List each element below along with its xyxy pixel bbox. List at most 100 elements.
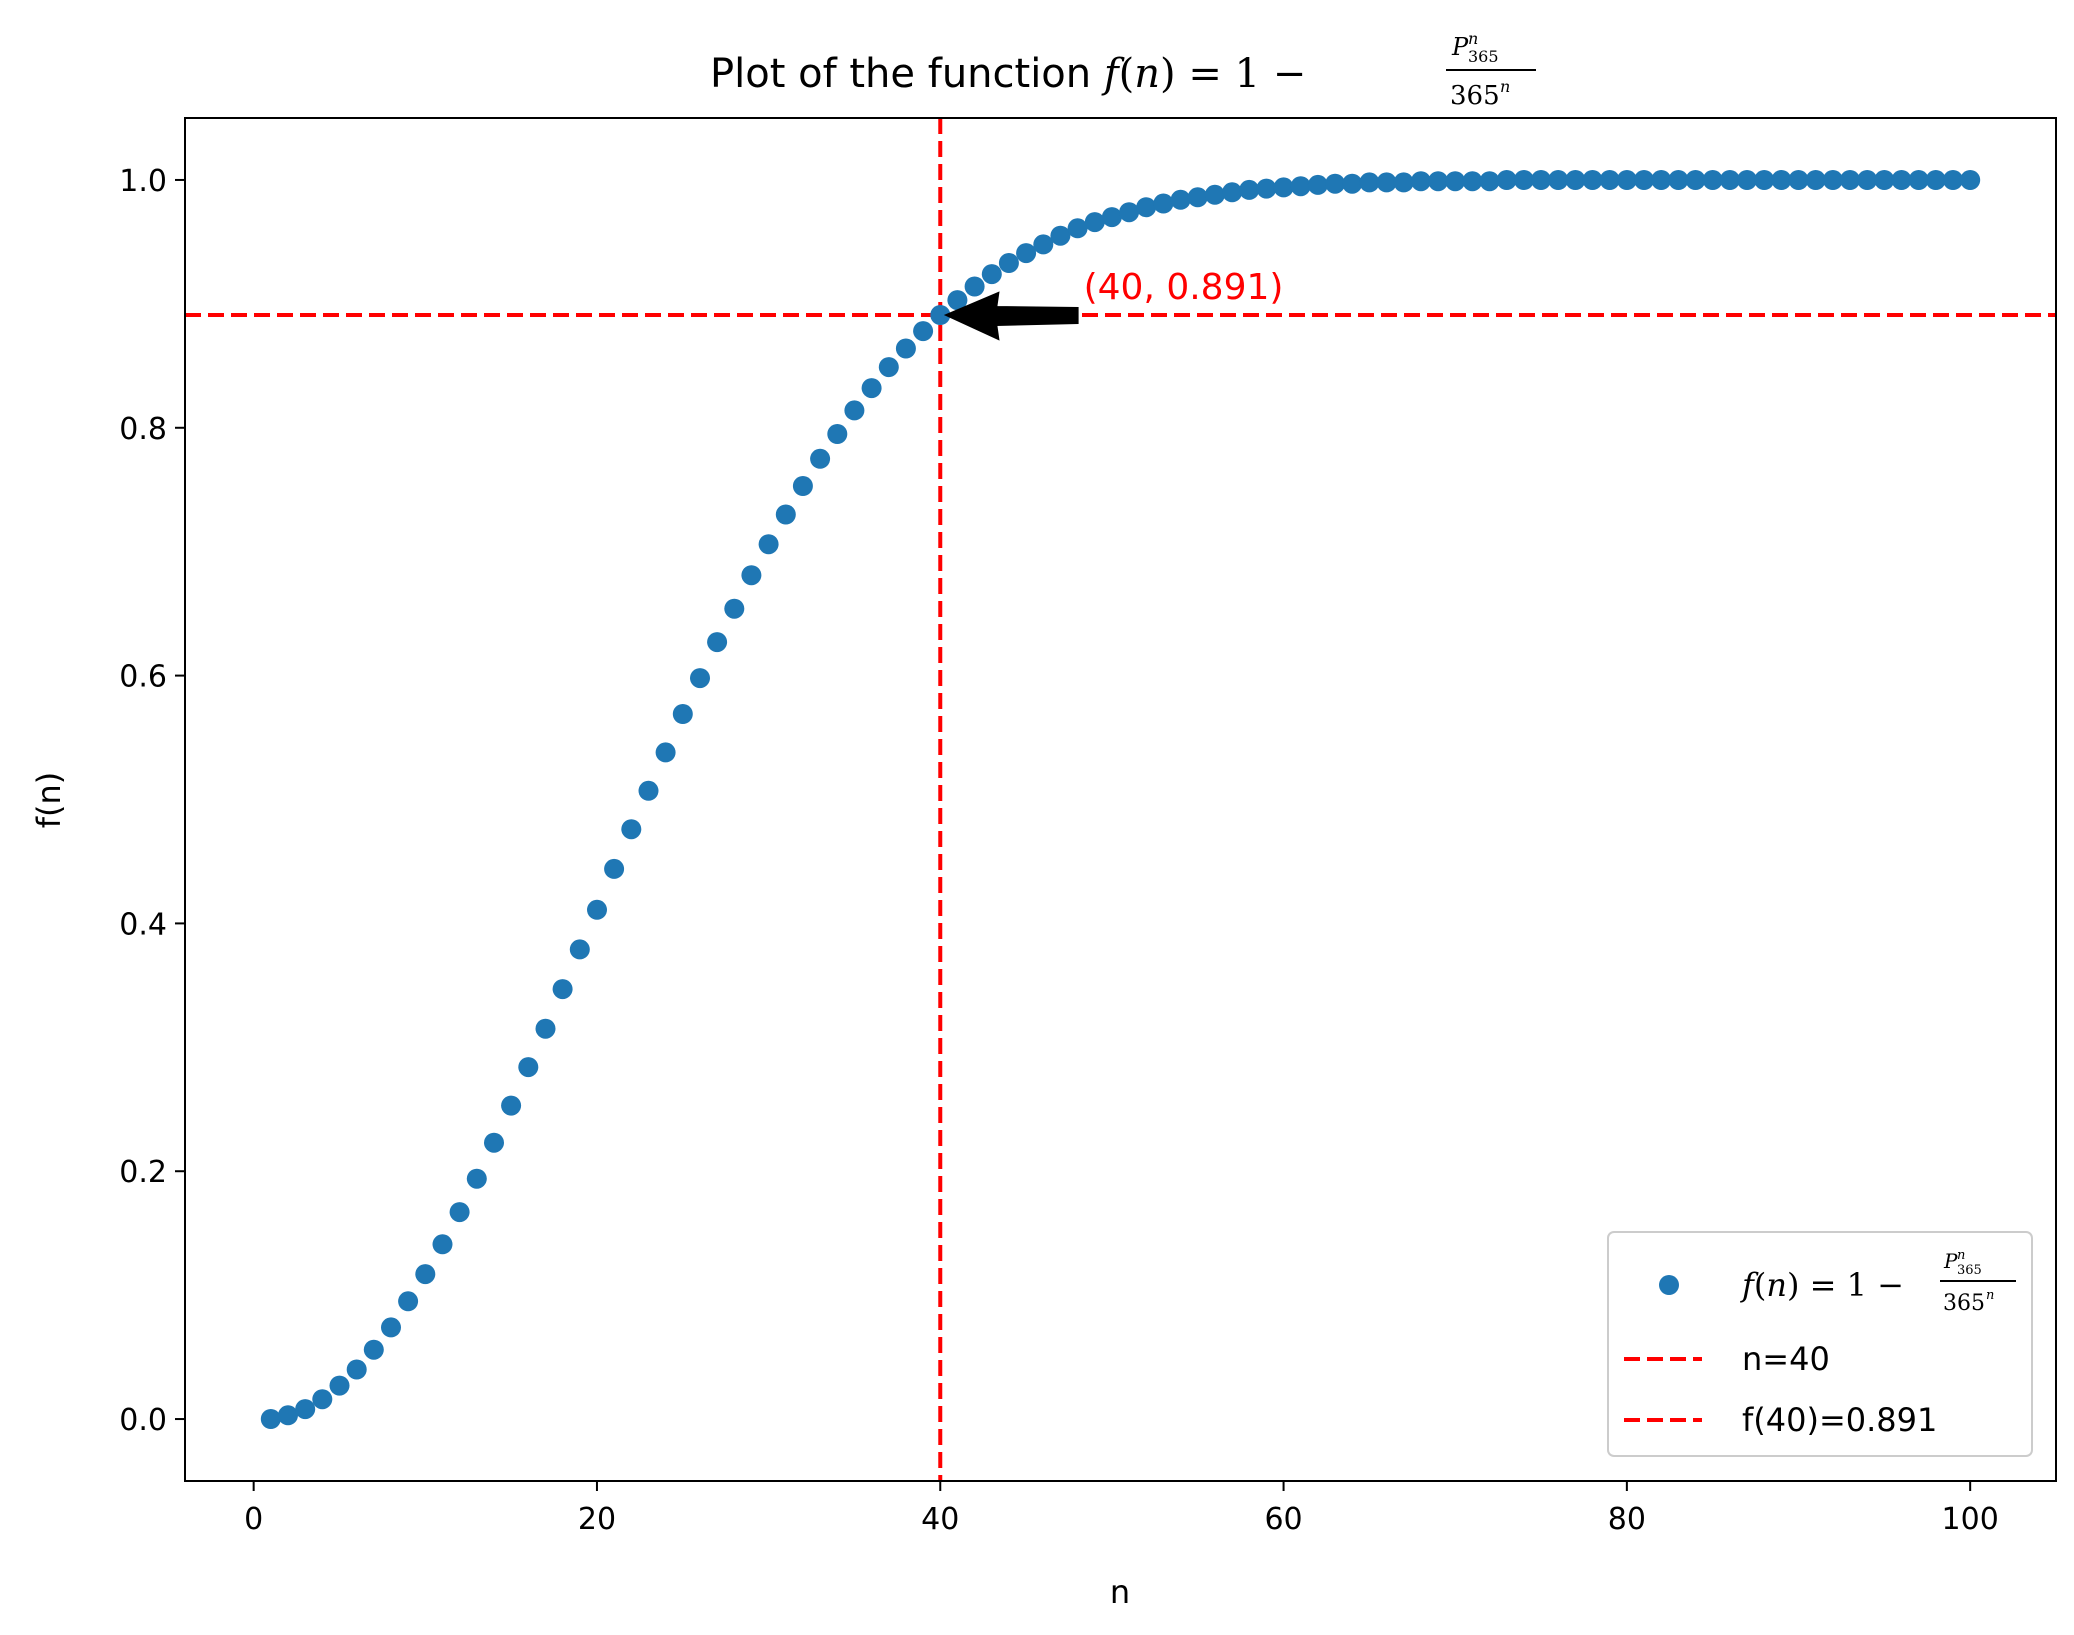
data-point xyxy=(981,264,1002,285)
data-point xyxy=(1857,170,1878,190)
title-close-eq: ) = 1 − xyxy=(1160,51,1306,97)
data-point xyxy=(1256,178,1277,199)
data-point xyxy=(1719,170,1740,190)
svg-text:n: n xyxy=(1986,1288,1994,1303)
data-point xyxy=(1342,173,1363,194)
legend-label-vline: n=40 xyxy=(1742,1340,1830,1378)
data-points xyxy=(260,170,1981,1429)
data-point xyxy=(690,668,710,689)
y-tick-label: 0.2 xyxy=(119,1155,167,1190)
data-point xyxy=(913,321,934,342)
data-point xyxy=(1359,172,1380,193)
data-point xyxy=(381,1317,401,1338)
data-point xyxy=(312,1389,333,1410)
data-point xyxy=(587,899,607,920)
data-point xyxy=(895,338,916,359)
data-point xyxy=(1428,171,1449,192)
data-point xyxy=(1376,172,1397,193)
legend-label-hline: f(40)=0.891 xyxy=(1742,1401,1937,1439)
data-point xyxy=(1840,170,1860,190)
data-point xyxy=(535,1018,556,1039)
data-point xyxy=(1016,243,1037,264)
data-point xyxy=(484,1132,504,1153)
data-point xyxy=(1033,234,1054,255)
data-point xyxy=(1325,173,1346,194)
title-fraction: P n 365 365 n xyxy=(1446,29,1536,111)
data-point xyxy=(501,1095,522,1116)
data-point xyxy=(1273,177,1294,198)
data-point xyxy=(621,819,642,840)
title-fraction-num-sub: 365 xyxy=(1468,47,1499,66)
data-point xyxy=(1307,174,1328,195)
data-point xyxy=(1513,170,1534,190)
data-point xyxy=(1084,212,1105,233)
data-point xyxy=(1479,171,1500,192)
y-axis-label: f(n) xyxy=(30,772,68,829)
x-axis-ticks: 0 20 40 60 80 100 xyxy=(244,1481,1999,1537)
data-point xyxy=(947,290,968,311)
data-point xyxy=(260,1409,281,1429)
data-point xyxy=(1187,187,1208,208)
legend-marker-series xyxy=(1659,1275,1679,1295)
data-point xyxy=(741,565,762,586)
data-point xyxy=(638,780,659,801)
data-point xyxy=(604,858,625,879)
data-point xyxy=(1908,170,1929,190)
data-point xyxy=(1925,170,1946,190)
data-point xyxy=(1050,225,1071,246)
data-point xyxy=(1531,170,1551,190)
data-point xyxy=(1170,189,1191,210)
data-point xyxy=(1943,170,1963,190)
data-point xyxy=(346,1359,367,1380)
data-point xyxy=(1548,170,1569,190)
y-tick-label: 0.8 xyxy=(119,412,167,447)
x-tick-label: 40 xyxy=(921,1502,959,1537)
data-point xyxy=(1651,170,1672,190)
data-point xyxy=(827,424,848,444)
annotation: (40, 0.891) xyxy=(943,267,1283,341)
chart-title: Plot of the function f(n) = 1 − P n 365 … xyxy=(710,29,1536,111)
data-point xyxy=(1891,170,1912,190)
title-n: n xyxy=(1134,51,1160,97)
data-point xyxy=(1393,172,1414,193)
data-point xyxy=(552,979,573,1000)
data-point xyxy=(1204,184,1225,205)
data-point xyxy=(1101,207,1122,228)
x-tick-label: 60 xyxy=(1264,1502,1302,1537)
data-point xyxy=(1668,170,1689,190)
data-point xyxy=(1067,218,1088,239)
data-point xyxy=(1119,202,1140,223)
data-point xyxy=(415,1264,436,1285)
data-point xyxy=(1565,170,1586,190)
data-point xyxy=(1805,170,1826,190)
data-point xyxy=(792,476,813,496)
data-point xyxy=(569,939,590,960)
data-point xyxy=(1616,170,1637,190)
data-point xyxy=(1239,179,1260,200)
data-point xyxy=(466,1168,487,1189)
data-point xyxy=(758,534,779,555)
data-point xyxy=(1582,170,1603,190)
data-point xyxy=(363,1339,384,1360)
data-point xyxy=(1822,170,1843,190)
svg-text:P: P xyxy=(1943,1249,1958,1273)
axes-frame xyxy=(184,117,2057,1482)
x-tick-label: 20 xyxy=(578,1502,616,1537)
svg-text:365: 365 xyxy=(1957,1263,1982,1278)
data-point xyxy=(1960,170,1981,190)
data-point xyxy=(1136,197,1157,218)
data-point xyxy=(998,253,1019,273)
data-point xyxy=(1462,171,1483,192)
data-point xyxy=(844,400,865,421)
title-prefix: Plot of the function xyxy=(710,51,1104,97)
data-point xyxy=(964,276,985,297)
legend: f(n) = 1 − P n 365 365 n n=40 f(40)=0.89… xyxy=(1607,1231,2033,1457)
data-point xyxy=(329,1375,350,1396)
title-open-paren: ( xyxy=(1119,51,1135,97)
data-point xyxy=(707,632,728,653)
y-axis-ticks: 0.0 0.2 0.4 0.6 0.8 1.0 xyxy=(119,164,185,1438)
data-point xyxy=(1771,170,1792,190)
data-point xyxy=(1634,170,1654,190)
data-point xyxy=(1290,176,1311,197)
